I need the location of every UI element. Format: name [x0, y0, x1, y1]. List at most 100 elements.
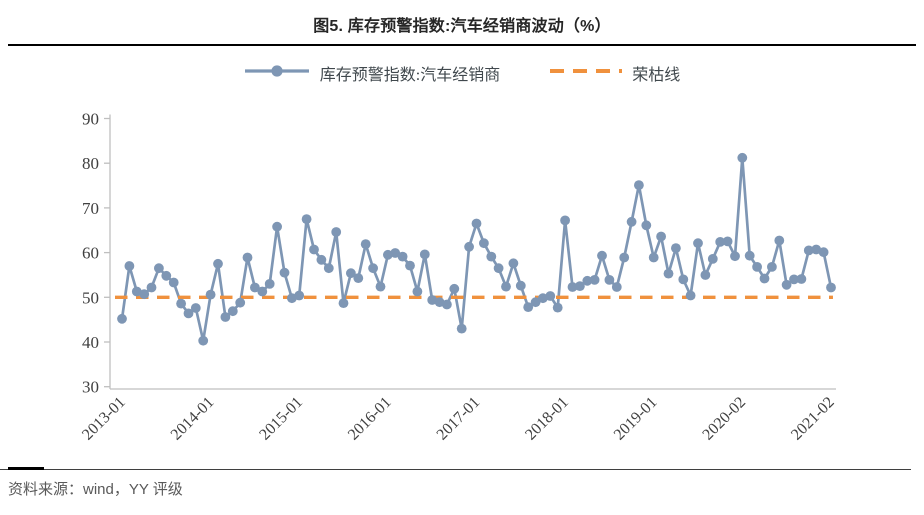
- data-point-marker: [722, 236, 733, 247]
- data-point-marker: [589, 275, 600, 285]
- data-point-marker: [803, 245, 814, 256]
- data-point-marker: [456, 323, 467, 334]
- data-point-marker: [486, 251, 497, 262]
- title-divider: [8, 44, 916, 46]
- data-point-marker: [242, 252, 253, 263]
- data-point-marker: [545, 291, 556, 301]
- data-point-marker: [671, 243, 681, 254]
- data-point-marker: [641, 220, 652, 231]
- data-point-marker: [368, 263, 378, 274]
- data-point-marker: [479, 238, 489, 249]
- y-tick-label: 70: [82, 199, 99, 218]
- data-point-marker: [464, 241, 474, 252]
- x-tick-label: 2018-01: [522, 394, 572, 444]
- data-point-marker: [796, 274, 807, 284]
- series-markers: [117, 152, 836, 346]
- source-note: 资料来源：wind，YY 评级: [8, 481, 183, 498]
- data-point-marker: [781, 279, 792, 290]
- data-point-marker: [346, 268, 356, 279]
- data-point-marker: [331, 227, 342, 237]
- y-tick-label: 80: [82, 154, 99, 173]
- data-point-marker: [597, 250, 607, 261]
- data-point-marker: [707, 254, 718, 264]
- data-point-marker: [198, 335, 209, 346]
- data-point-marker: [693, 238, 703, 249]
- data-point-marker: [427, 295, 438, 305]
- data-point-marker: [626, 216, 637, 227]
- x-tick-label: 2016-01: [345, 394, 395, 444]
- data-point-marker: [294, 290, 305, 301]
- data-point-marker: [523, 302, 534, 312]
- data-point-marker: [279, 267, 290, 278]
- data-point-marker: [449, 283, 460, 294]
- data-point-marker: [811, 244, 822, 255]
- data-point-marker: [767, 262, 777, 272]
- data-point-marker: [316, 254, 327, 265]
- data-point-marker: [759, 273, 770, 284]
- data-point-marker: [176, 298, 187, 309]
- data-point-marker: [604, 275, 615, 285]
- data-point-marker: [360, 239, 371, 250]
- data-point-marker: [257, 286, 268, 297]
- y-tick-label: 90: [82, 110, 99, 129]
- data-point-marker: [493, 263, 504, 274]
- data-point-marker: [582, 275, 593, 286]
- x-tick-label: 2013-01: [79, 394, 129, 444]
- data-point-marker: [168, 277, 179, 288]
- data-point-marker: [442, 299, 452, 310]
- data-point-marker: [220, 312, 231, 322]
- data-point-marker: [139, 289, 150, 300]
- data-point-marker: [685, 290, 696, 301]
- data-point-marker: [235, 297, 246, 308]
- series-line-swatch-icon: [244, 64, 310, 83]
- line-chart: 90 80 70 60 50 40 30 2013-01 2014-01 2015-01 2016-…: [0, 95, 924, 465]
- series-legend-label: 库存预警指数:汽车经销商: [319, 67, 501, 84]
- data-point-marker: [538, 293, 548, 304]
- data-point-marker: [611, 282, 622, 292]
- data-point-marker: [678, 274, 689, 285]
- x-tick-label: 2017-01: [434, 394, 484, 444]
- x-tick-label: 2015-01: [256, 394, 306, 444]
- data-point-marker: [323, 263, 334, 274]
- data-point-marker: [412, 286, 423, 297]
- chart-legend: 库存预警指数:汽车经销商 荣枯线: [0, 62, 924, 84]
- data-point-marker: [575, 281, 585, 291]
- data-point-marker: [826, 282, 836, 293]
- data-point-marker: [501, 281, 511, 292]
- data-point-marker: [552, 302, 563, 313]
- data-point-marker: [124, 261, 135, 271]
- data-point-marker: [390, 248, 401, 258]
- data-point-marker: [744, 250, 755, 261]
- data-point-marker: [419, 249, 430, 260]
- x-tick-label: 2019-01: [611, 394, 661, 444]
- x-tick-label: 2021-02: [788, 394, 838, 444]
- data-point-marker: [397, 251, 408, 262]
- data-point-marker: [309, 244, 319, 255]
- y-tick-label: 40: [82, 333, 99, 352]
- data-point-marker: [634, 180, 644, 190]
- data-point-marker: [131, 286, 142, 297]
- data-point-marker: [190, 303, 201, 313]
- data-point-marker: [183, 308, 194, 319]
- data-point-marker: [648, 252, 659, 263]
- footer-divider: [0, 467, 911, 470]
- data-point-marker: [264, 279, 275, 289]
- data-point-marker: [250, 282, 260, 293]
- data-point-marker: [338, 298, 349, 308]
- data-point-marker: [663, 268, 674, 279]
- data-point-marker: [737, 152, 748, 163]
- data-point-marker: [471, 218, 482, 229]
- axes: [109, 114, 836, 390]
- data-point-marker: [301, 214, 312, 224]
- data-point-marker: [774, 235, 785, 246]
- data-point-marker: [752, 262, 762, 272]
- data-point-marker: [213, 258, 223, 269]
- chart-title: 图5. 库存预警指数:汽车经销商波动（%）: [313, 18, 611, 35]
- data-point-marker: [656, 231, 666, 242]
- data-point-marker: [161, 270, 172, 281]
- y-tick-label: 50: [82, 288, 99, 307]
- reference-legend-label: 荣枯线: [632, 67, 681, 84]
- data-point-marker: [205, 289, 216, 300]
